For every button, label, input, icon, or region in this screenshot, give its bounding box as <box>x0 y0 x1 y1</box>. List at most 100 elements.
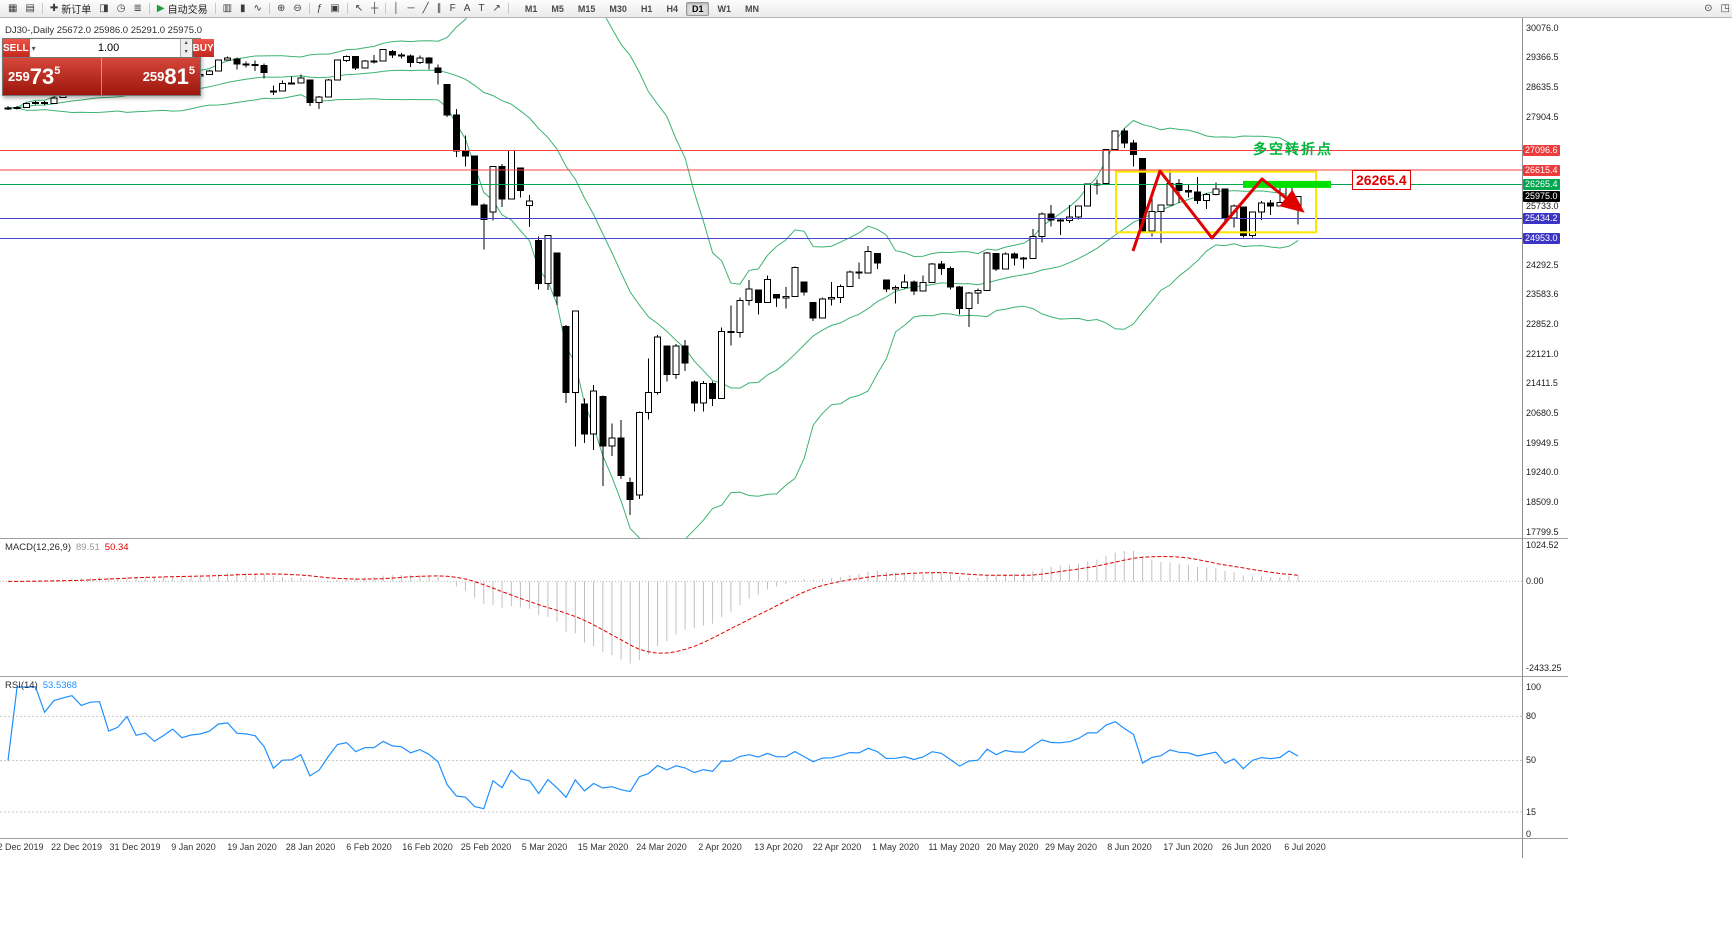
time-axis-label: 31 Dec 2019 <box>109 842 161 852</box>
pane-separator[interactable] <box>0 838 1568 839</box>
fibonacci-button[interactable]: F <box>447 1 459 16</box>
hline-price-label: 25434.2 <box>1523 213 1560 225</box>
price-axis-label: 25733.0 <box>1526 200 1559 211</box>
buy-price-prefix: 259 <box>142 69 165 84</box>
timeframe-switcher: M1 M5 M15 M30 H1 H4 D1 W1 MN <box>518 1 766 16</box>
new-order-icon: ✚ <box>49 3 59 14</box>
timeframe-W1[interactable]: W1 <box>717 3 731 14</box>
buy-price-display[interactable]: 259 81 5 <box>101 58 200 95</box>
text-button[interactable]: A <box>461 1 474 16</box>
macd-axis-label: 0.00 <box>1526 575 1544 586</box>
sell-button[interactable]: SELL <box>3 39 29 57</box>
horizontal-line-button[interactable]: ─ <box>404 1 417 16</box>
sell-price-big: 73 <box>29 63 55 89</box>
pane-separator[interactable] <box>0 676 1568 677</box>
toolbar-separator <box>268 3 270 14</box>
time-axis[interactable]: 12 Dec 2019 22 Dec 2019 31 Dec 2019 9 Jan 2… <box>0 839 1522 857</box>
trendline-button[interactable]: ╱ <box>420 1 432 16</box>
sell-price-display[interactable]: 259 73 5 <box>3 58 101 95</box>
chart-windows-button[interactable]: ◨ <box>96 1 111 16</box>
timeframe-M5[interactable]: M5 <box>551 3 564 14</box>
candles <box>4 48 1302 515</box>
timeframe-D1[interactable]: D1 <box>685 1 710 16</box>
line-chart-mode-button[interactable]: ∿ <box>251 1 265 16</box>
pane-separator[interactable] <box>0 538 1568 539</box>
time-axis-label: 2 Apr 2020 <box>698 842 742 852</box>
timeframe-M15[interactable]: M15 <box>577 3 596 14</box>
autotrading-button[interactable]: ▶ 自动交易 <box>154 1 211 16</box>
timeframe-H1[interactable]: H1 <box>640 3 653 14</box>
time-axis-label: 22 Apr 2020 <box>812 842 862 852</box>
annotation-green-segment[interactable] <box>1243 180 1331 188</box>
macd-histogram <box>25 550 1299 664</box>
new-chart-icon: ▦ <box>8 3 18 14</box>
zoom-in-icon: ⊕ <box>276 3 286 14</box>
zoom-in-button[interactable]: ⊕ <box>274 1 288 16</box>
rsi-indicator-label: RSI(14) 53.5368 <box>5 680 77 691</box>
quick-search-button[interactable]: ⊙ <box>1701 1 1715 16</box>
price-axis-label: 19949.5 <box>1526 438 1559 449</box>
price-axis-label: 17799.5 <box>1526 526 1559 537</box>
rsi-line <box>7 686 1299 810</box>
price-axis-label: 18509.0 <box>1526 497 1559 508</box>
alerts-button[interactable]: ◷ <box>114 1 129 16</box>
zoom-out-button[interactable]: ⊖ <box>290 1 304 16</box>
price-axis-label: 29366.5 <box>1526 51 1559 62</box>
annotation-red-zigzag[interactable] <box>1131 169 1305 252</box>
tile-windows-icon: ▣ <box>330 3 340 14</box>
equidistant-channel-button[interactable]: ∥ <box>434 1 445 16</box>
market-depth-button[interactable]: ≣ <box>130 1 144 16</box>
tile-windows-button[interactable]: ▣ <box>327 1 342 16</box>
volume-down-button[interactable]: ▾ <box>180 48 192 57</box>
price-axis-label: 24292.5 <box>1526 259 1559 270</box>
chart-forward-button[interactable]: ◳ <box>1718 1 1732 16</box>
indicators-icon: ƒ <box>316 3 323 14</box>
annotation-price-callout[interactable]: 26265.4 <box>1352 170 1411 190</box>
volume-box: ▾ ▴ ▾ <box>28 39 193 57</box>
toolbar-separator <box>214 3 216 14</box>
timeframe-MN[interactable]: MN <box>744 3 759 14</box>
new-chart-button[interactable]: ▦ <box>5 1 20 16</box>
candle-chart-mode-button[interactable]: ▮ <box>237 1 249 16</box>
toolbar-separator <box>148 3 150 14</box>
volume-dropdown-icon[interactable]: ▾ <box>31 43 36 53</box>
vertical-line-button[interactable]: │ <box>390 1 402 16</box>
hline-price-label: 26265.4 <box>1523 178 1560 190</box>
text-icon: A <box>463 3 471 14</box>
timeframe-M30[interactable]: M30 <box>609 3 627 14</box>
crosshair-icon: ┼ <box>371 3 379 14</box>
arrow-objects-button[interactable]: ↗ <box>489 1 503 16</box>
buy-button[interactable]: BUY <box>192 39 214 57</box>
timeframe-M1[interactable]: M1 <box>524 3 538 14</box>
profiles-button[interactable]: ▤ <box>22 1 37 16</box>
horizontal-lines <box>0 149 1522 239</box>
time-axis-label: 12 Dec 2019 <box>0 842 44 852</box>
crosshair-button[interactable]: ┼ <box>368 1 381 16</box>
time-axis-label: 1 May 2020 <box>871 842 920 852</box>
text-label-icon: T <box>478 3 485 14</box>
volume-spinner: ▴ ▾ <box>179 39 192 57</box>
bar-chart-mode-button[interactable]: ▥ <box>220 1 235 16</box>
volume-up-button[interactable]: ▴ <box>180 39 192 48</box>
new-order-label: 新订单 <box>61 5 92 16</box>
text-label-button[interactable]: T <box>475 1 487 16</box>
macd-pane[interactable] <box>0 539 1522 676</box>
price-chart[interactable] <box>0 17 1522 538</box>
annotation-pivot-text[interactable]: 多空转折点 <box>1253 141 1333 157</box>
rsi-pane[interactable] <box>0 677 1522 838</box>
cursor-button[interactable]: ↖ <box>352 1 366 16</box>
price-axis-border <box>1522 17 1523 858</box>
indicators-button[interactable]: ƒ <box>314 1 326 16</box>
zoom-out-icon: ⊖ <box>293 3 302 14</box>
chart-forward-icon: ◳ <box>1720 3 1730 14</box>
line-chart-mode-icon: ∿ <box>253 3 262 14</box>
time-axis-label: 19 Jan 2020 <box>227 842 277 852</box>
rsi-axis-label: 80 <box>1526 710 1537 721</box>
equidistant-channel-icon: ∥ <box>436 3 442 14</box>
price-axis[interactable]: 30076.0 29366.5 28635.5 27904.5 25733.0 24292… <box>1523 0 1571 860</box>
new-order-button[interactable]: ✚ 新订单 <box>47 1 94 16</box>
volume-input[interactable] <box>37 39 180 57</box>
hline-price-label: 27096.6 <box>1523 144 1560 156</box>
bid-price-label: 25975.0 <box>1523 190 1560 202</box>
timeframe-H4[interactable]: H4 <box>666 3 678 14</box>
